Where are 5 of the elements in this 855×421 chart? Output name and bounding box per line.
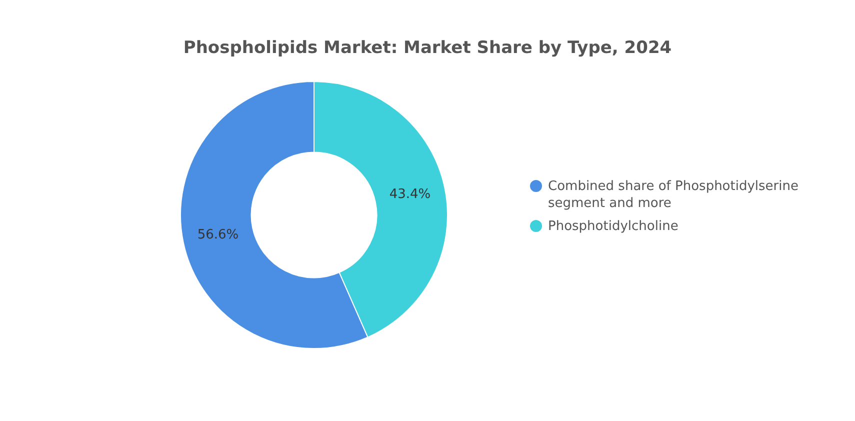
data-label: 43.4% <box>389 187 431 202</box>
data-label: 56.6% <box>197 228 239 243</box>
legend-label: Combined share of Phosphotidylserine segment and more <box>548 178 800 212</box>
chart-title: Phospholipids Market: Market Share by Type, 2024 <box>182 38 673 58</box>
legend-label: Phosphotidylcholine <box>548 218 678 235</box>
